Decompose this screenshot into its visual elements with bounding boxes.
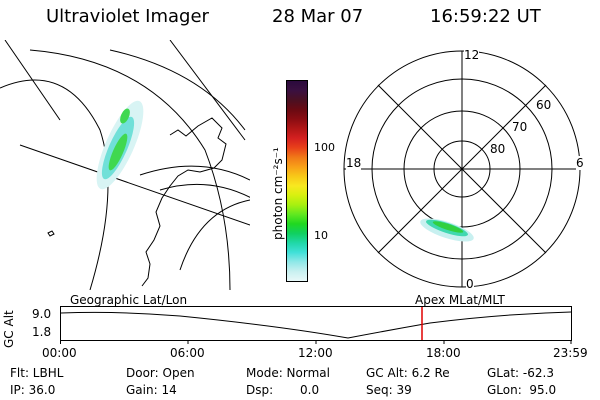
door-info: Door: Open [126, 366, 195, 380]
colorbar-tick-100: 100 [314, 141, 335, 154]
mlat-label-80: 80 [490, 142, 506, 156]
polar-plot [343, 50, 581, 288]
time-tick-2359: 23:59 [553, 346, 588, 360]
colorbar-unit-label: photon cm⁻²s⁻¹ [271, 147, 285, 240]
colorbar-tick-10: 10 [314, 229, 328, 242]
mlat-label-70: 70 [512, 120, 528, 134]
colorbar [286, 80, 308, 282]
right-map-caption: Apex MLat/MLT [415, 293, 505, 307]
dsp-label: Dsp: [246, 383, 274, 397]
time-tick-1800: 18:00 [426, 346, 461, 360]
time-label: 16:59:22 UT [430, 6, 541, 27]
mlt-label-6: 6 [576, 156, 584, 170]
gain-info: Gain: 14 [126, 383, 177, 397]
mlat-label-60: 60 [536, 98, 552, 112]
mlt-label-0: 0 [466, 277, 474, 291]
glat-info: GLat: -62.3 [487, 366, 554, 380]
date-label: 28 Mar 07 [272, 6, 364, 27]
alt-tick-9: 9.0 [32, 307, 52, 321]
filter-info: Flt: LBHL [10, 366, 64, 380]
instrument-title: Ultraviolet Imager [46, 6, 209, 27]
time-tick-0600: 06:00 [170, 346, 205, 360]
left-aurora-emission [96, 100, 144, 190]
alt-axis-label: GC Alt [2, 310, 16, 348]
mlt-label-12: 12 [464, 48, 480, 62]
ip-info: IP: 36.0 [10, 383, 56, 397]
altitude-plot [60, 306, 572, 344]
left-map-caption: Geographic Lat/Lon [70, 293, 188, 307]
seq-info: Seq: 39 [366, 383, 412, 397]
mode-info: Mode: Normal [246, 366, 330, 380]
mlt-label-18: 18 [346, 156, 362, 170]
gc-alt-info: GC Alt: 6.2 Re [366, 366, 450, 380]
alt-tick-1-8: 1.8 [32, 325, 52, 339]
glon-info: GLon: 95.0 [487, 383, 557, 397]
time-tick-1200: 12:00 [298, 346, 333, 360]
time-tick-0000: 00:00 [42, 346, 77, 360]
geographic-map [0, 40, 250, 290]
polar-aurora-emission [420, 218, 474, 242]
dsp-value: 0.0 [300, 383, 320, 397]
